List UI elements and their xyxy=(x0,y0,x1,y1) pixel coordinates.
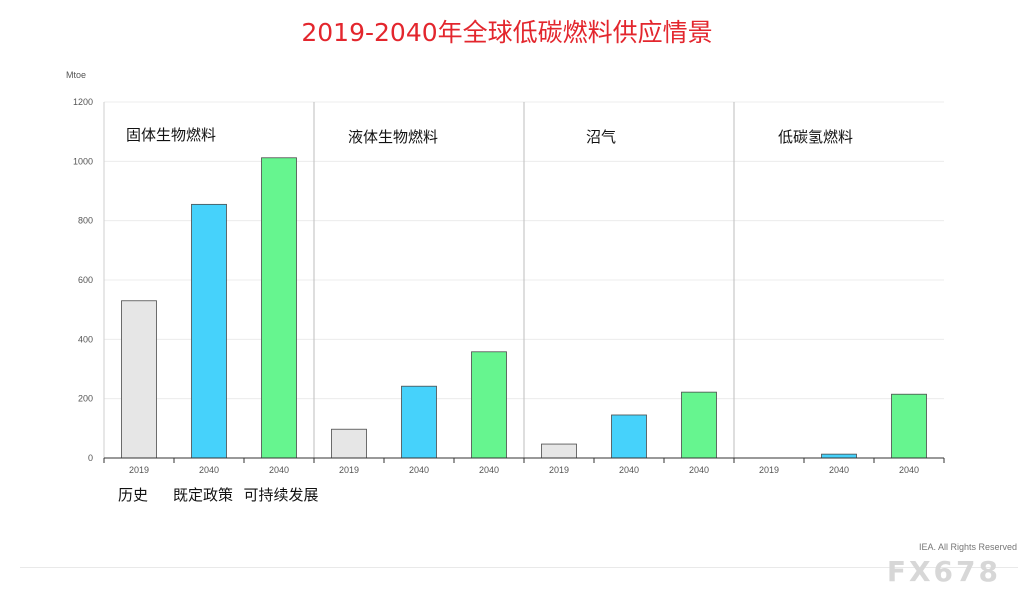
legend: 历史 既定政策 可持续发展 xyxy=(118,486,319,504)
x-tick-label: 2040 xyxy=(689,465,709,475)
y-tick-label: 1000 xyxy=(73,156,93,166)
bars xyxy=(121,157,927,459)
bar xyxy=(331,428,367,459)
bar xyxy=(401,385,437,459)
x-tick-label: 2040 xyxy=(409,465,429,475)
bar xyxy=(191,203,227,459)
y-tick-label: 400 xyxy=(78,334,93,344)
watermark: FX678 xyxy=(886,555,1001,588)
bar xyxy=(681,391,717,459)
panel-dividers xyxy=(313,102,735,458)
legend-label: 既定政策 xyxy=(173,486,233,504)
x-tick-label: 2019 xyxy=(759,465,779,475)
x-axis: 2019 2040 2040 2019 2040 2040 2019 2040 2040 2019… xyxy=(103,457,945,475)
y-tick-label: 600 xyxy=(78,275,93,285)
y-axis: 0 200 400 600 800 1000 1200 Mtoe xyxy=(66,70,105,463)
bottom-divider xyxy=(20,567,1018,568)
legend-label: 历史 xyxy=(118,486,148,504)
bar xyxy=(471,351,507,459)
panel-label: 液体生物燃料 xyxy=(348,128,438,146)
chart-title: 2019-2040年全球低碳燃料供应情景 xyxy=(301,18,713,47)
bar xyxy=(821,453,857,459)
x-tick-label: 2040 xyxy=(829,465,849,475)
bar xyxy=(611,414,647,459)
bar xyxy=(891,393,927,459)
panel-label: 固体生物燃料 xyxy=(126,126,216,144)
x-tick-label: 2019 xyxy=(129,465,149,475)
panel-labels: 固体生物燃料 液体生物燃料 沼气 低碳氢燃料 xyxy=(126,126,853,146)
bar xyxy=(541,443,577,459)
x-tick-label: 2040 xyxy=(479,465,499,475)
x-tick-label: 2040 xyxy=(269,465,289,475)
x-tick-label: 2040 xyxy=(899,465,919,475)
y-tick-label: 200 xyxy=(78,394,93,404)
y-tick-label: 800 xyxy=(78,216,93,226)
y-tick-label: 0 xyxy=(88,453,93,463)
y-axis-unit-label: Mtoe xyxy=(66,70,86,80)
x-tick-label: 2040 xyxy=(199,465,219,475)
y-tick-label: 1200 xyxy=(73,97,93,107)
x-tick-label: 2019 xyxy=(339,465,359,475)
panel-label: 沼气 xyxy=(586,128,616,146)
x-tick-label: 2019 xyxy=(549,465,569,475)
x-tick-label: 2040 xyxy=(619,465,639,475)
bar xyxy=(261,157,297,459)
credit-text: IEA. All Rights Reserved xyxy=(918,542,1017,552)
panel-label: 低碳氢燃料 xyxy=(778,128,853,146)
bar xyxy=(121,300,157,459)
legend-label: 可持续发展 xyxy=(243,486,318,504)
